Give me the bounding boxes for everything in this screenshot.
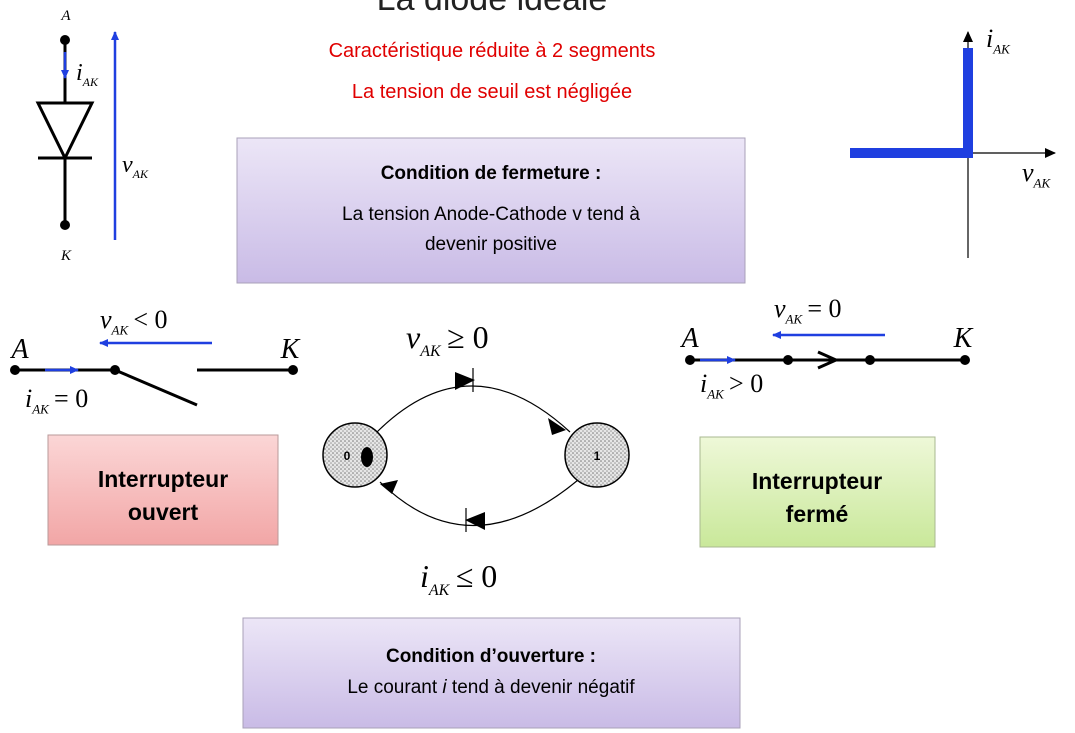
characteristic: [850, 31, 1056, 258]
relation: ≤ 0: [456, 558, 498, 594]
anode-label: A: [60, 8, 71, 24]
text: tend à devenir négatif: [447, 677, 636, 698]
open-switch: [10, 339, 298, 407]
math-label: vAK ≥ 0: [406, 319, 489, 360]
math-label: iAK ≤ 0: [420, 558, 497, 599]
symbol: i: [986, 24, 993, 53]
cathode-label: K: [953, 323, 974, 354]
relation: ≥ 0: [447, 319, 489, 355]
text: Le courant: [347, 677, 442, 698]
closing-condition-text: devenir positive: [425, 234, 557, 255]
symbol: v: [1022, 158, 1034, 187]
math-label: iAK > 0: [700, 369, 763, 402]
subscript: AK: [1033, 176, 1052, 191]
subscript: AK: [132, 167, 149, 181]
open-switch-box: [47, 434, 279, 546]
diode-symbol: [35, 31, 119, 240]
state-graph: [322, 368, 630, 532]
subtitle: La tension de seuil est négligée: [352, 81, 632, 103]
closing-condition-title: Condition de fermeture :: [381, 163, 602, 184]
symbol: v: [100, 305, 112, 334]
symbol: i: [76, 60, 83, 86]
subscript: AK: [82, 75, 99, 89]
relation: > 0: [729, 369, 763, 398]
state-label: 1: [594, 449, 601, 463]
opening-condition-box: [242, 617, 741, 729]
closing-condition-text: La tension Anode-Cathode v tend à: [342, 204, 640, 225]
symbol: v: [406, 319, 421, 355]
subscript: AK: [785, 312, 804, 327]
subtitle: Caractéristique réduite à 2 segments: [329, 40, 656, 62]
open-switch-label: Interrupteur: [98, 466, 228, 492]
closed-switch-label: Interrupteur: [752, 468, 882, 494]
text: i: [442, 677, 447, 698]
cathode-label: K: [60, 248, 72, 264]
symbol: i: [25, 384, 32, 413]
symbol: i: [700, 369, 707, 398]
subscript: AK: [31, 402, 50, 417]
math-label: vAK < 0: [100, 305, 168, 338]
anode-label: A: [679, 323, 699, 354]
math-label: vAK = 0: [774, 294, 842, 327]
math-label: iAK = 0: [25, 384, 88, 417]
subscript: AK: [428, 582, 451, 599]
subscript: AK: [111, 323, 130, 338]
math-label: iAK: [986, 24, 1011, 57]
subscript: AK: [419, 343, 442, 360]
subscript: AK: [706, 387, 725, 402]
state-label: 0: [344, 449, 351, 463]
relation: = 0: [54, 384, 88, 413]
symbol: i: [420, 558, 429, 594]
closed-switch: [685, 331, 970, 370]
closed-switch-label: fermé: [786, 501, 849, 527]
open-switch-label: ouvert: [128, 499, 199, 525]
opening-condition-title: Condition d’ouverture :: [386, 646, 596, 667]
closing-condition-box: [236, 137, 746, 284]
closed-switch-box: [699, 436, 936, 548]
relation: = 0: [807, 294, 841, 323]
title: La diode idéale: [377, 0, 608, 18]
anode-label: A: [9, 334, 29, 365]
math-label: iAK: [76, 60, 99, 89]
opening-condition-text: Le courant i tend à devenir négatif: [347, 677, 635, 698]
symbol: v: [774, 294, 786, 323]
symbol: v: [122, 152, 133, 178]
cathode-label: K: [280, 334, 301, 365]
math-label: vAK: [1022, 158, 1051, 191]
math-label: vAK: [122, 152, 149, 181]
relation: < 0: [133, 305, 167, 334]
subscript: AK: [992, 42, 1011, 57]
